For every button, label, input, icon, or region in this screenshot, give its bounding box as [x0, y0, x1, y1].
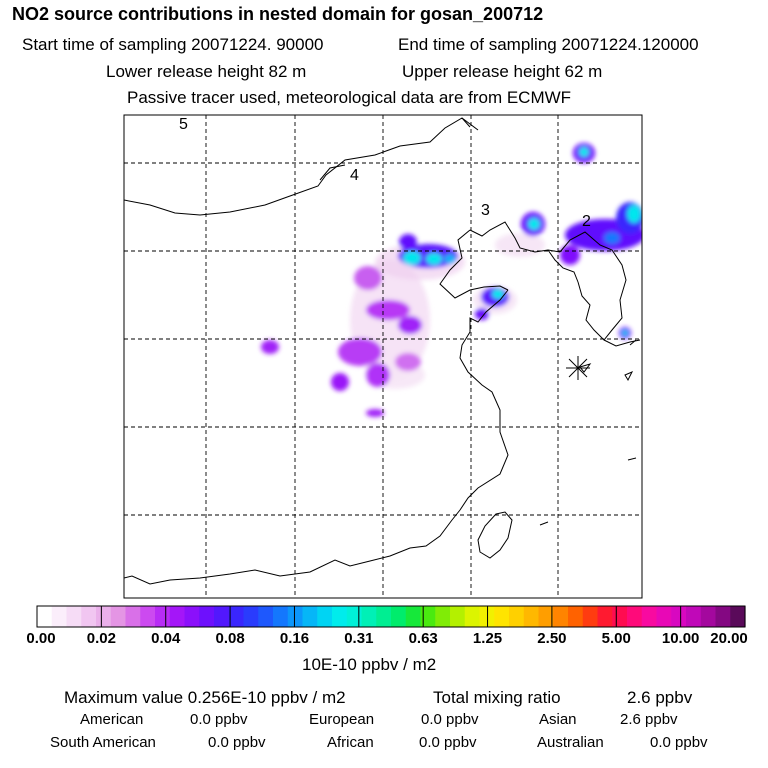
colorbar-cell: [568, 606, 584, 627]
colorbar-cell: [258, 606, 274, 627]
region-label-5: 5: [179, 116, 188, 133]
colorbar-cell: [671, 606, 687, 627]
concentration-field: [261, 143, 642, 417]
colorbar-cell: [376, 606, 392, 627]
region-value-european: 0.0 ppbv: [421, 711, 479, 728]
region-label-3: 3: [481, 202, 490, 219]
colorbar-cell: [96, 606, 112, 627]
colorbar-cell: [66, 606, 82, 627]
colorbar-cell: [37, 606, 53, 627]
colorbar-cell: [81, 606, 97, 627]
colorbar-cell: [51, 606, 68, 627]
total-mixing-label: Total mixing ratio: [433, 688, 561, 707]
colorbar-cell: [597, 606, 613, 627]
tracer-note: Passive tracer used, meteorological data…: [127, 88, 572, 107]
colorbar-cell: [538, 606, 554, 627]
end-time: End time of sampling 20071224.120000: [398, 35, 699, 54]
region-name-european: European: [309, 711, 375, 728]
colorbar-tick-label: 5.00: [601, 630, 631, 647]
colorbar-cell: [391, 606, 407, 627]
region-label-4: 4: [350, 167, 359, 184]
colorbar-cell: [553, 606, 569, 627]
colorbar-cell: [464, 606, 481, 627]
maximum-value: Maximum value 0.256E-10 ppbv / m2: [64, 688, 346, 707]
start-time: Start time of sampling 20071224. 90000: [22, 35, 324, 54]
map-frame: [123, 114, 643, 599]
colorbar-unit: 10E-10 ppbv / m2: [302, 655, 437, 674]
colorbar-cell: [523, 606, 540, 627]
upper-release-height: Upper release height 62 m: [402, 62, 603, 81]
colorbar-cell: [435, 606, 451, 627]
region-value-australian: 0.0 ppbv: [650, 734, 708, 751]
colorbar-cell: [214, 606, 230, 627]
total-mixing-value: 2.6 ppbv: [627, 688, 693, 707]
colorbar-cell: [730, 606, 746, 627]
region-label-2: 2: [582, 213, 591, 230]
colorbar-cell: [420, 606, 436, 627]
colorbar-cell: [228, 606, 245, 627]
region-name-asian: Asian: [539, 711, 577, 728]
map-title: NO2 source contributions in nested domai…: [12, 4, 544, 24]
colorbar-tick-label: 0.08: [215, 630, 245, 647]
region-value-african: 0.0 ppbv: [419, 734, 477, 751]
colorbar-cell: [332, 606, 348, 627]
region-name-american: American: [80, 711, 144, 728]
lower-release-height: Lower release height 82 m: [106, 62, 307, 81]
region-value-south-american: 0.0 ppbv: [208, 734, 266, 751]
colorbar-tick-label: 2.50: [537, 630, 567, 647]
colorbar-tick-label: 0.02: [86, 630, 116, 647]
colorbar-cell: [317, 606, 333, 627]
colorbar-cell: [243, 606, 259, 627]
region-name-african: African: [327, 734, 374, 751]
colorbar-cell: [450, 606, 466, 627]
colorbar-cell: [199, 606, 215, 627]
colorbar-tick-label: 1.25: [472, 630, 503, 647]
colorbar-cell: [641, 606, 658, 627]
colorbar-cell: [184, 606, 200, 627]
colorbar-cell: [582, 606, 599, 627]
colorbar-tick-label: 0.04: [151, 630, 181, 647]
region-value-american: 0.0 ppbv: [190, 711, 248, 728]
receptor-marker: [566, 356, 590, 380]
colorbar-cell: [494, 606, 510, 627]
colorbar-tick-label: 0.31: [344, 630, 374, 647]
region-name-australian: Australian: [537, 734, 604, 751]
colorbar-tick-label: 0.00: [26, 630, 56, 647]
coastlines: [124, 117, 641, 585]
colorbar-cell: [287, 606, 304, 627]
colorbar-tick-label: 20.00: [710, 630, 748, 647]
colorbar-cell: [627, 606, 643, 627]
region-name-south-american: South American: [50, 734, 156, 751]
colorbar-cell: [686, 606, 702, 627]
colorbar-cell: [405, 606, 422, 627]
colorbar-tick-label: 0.63: [408, 630, 438, 647]
region-value-asian: 2.6 ppbv: [620, 711, 678, 728]
colorbar-cell: [140, 606, 156, 627]
colorbar-tick-label: 10.00: [661, 630, 700, 647]
colorbar-cell: [110, 606, 127, 627]
colorbar-tick-label: 0.16: [279, 630, 310, 647]
colorbar-cell: [155, 606, 171, 627]
colorbar-cell: [361, 606, 377, 627]
colorbar-cell: [273, 606, 289, 627]
colorbar-cell: [302, 606, 318, 627]
colorbar-cell: [169, 606, 186, 627]
graticule: [124, 115, 642, 598]
colorbar-cell: [700, 606, 717, 627]
colorbar-cell: [656, 606, 672, 627]
colorbar-cell: [509, 606, 525, 627]
colorbar-cell: [612, 606, 628, 627]
colorbar-cell: [125, 606, 141, 627]
colorbar-cell: [346, 606, 363, 627]
colorbar-cell: [715, 606, 731, 627]
